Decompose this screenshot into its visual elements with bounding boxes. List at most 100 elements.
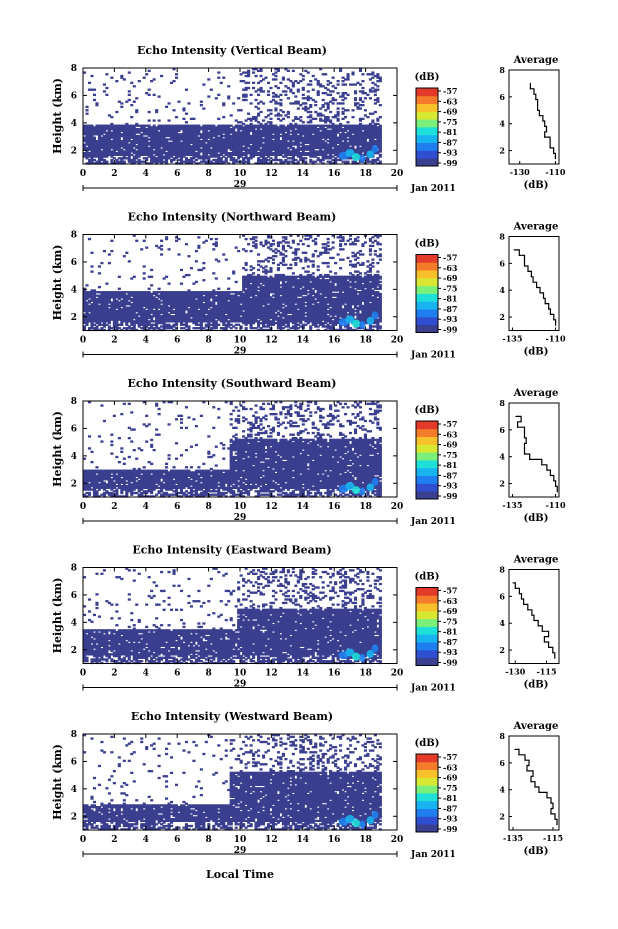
heatmap-cell (184, 141, 189, 145)
heatmap-cell (232, 136, 236, 139)
heatmap-cell (242, 279, 246, 282)
heatmap-cell (184, 129, 189, 133)
heatmap-cell (227, 152, 231, 155)
heatmap-cell (120, 133, 124, 136)
heatmap-cell (264, 301, 268, 304)
heatmap-cell (110, 316, 114, 320)
heatmap-cell (281, 239, 285, 242)
heatmap-cell (219, 124, 223, 127)
heatmap-cell (269, 301, 273, 304)
heatmap-cell (187, 160, 191, 163)
heatmap-cell (135, 315, 139, 318)
heatmap-cell (351, 145, 355, 148)
heatmap-cell (197, 320, 201, 323)
heatmap-cell (155, 304, 159, 308)
heatmap-cell (368, 140, 372, 143)
heatmap-cell (222, 160, 226, 163)
heatmap-cell (135, 303, 139, 306)
heatmap-cell (224, 316, 228, 320)
heatmap-cell (276, 249, 280, 253)
heatmap-cell (376, 133, 380, 136)
heatmap-cell (157, 320, 161, 323)
heatmap-cell (276, 280, 280, 284)
heatmap-cell (266, 121, 271, 124)
heatmap-cell (222, 102, 226, 105)
heatmap-cell (115, 325, 119, 328)
heatmap-cell (152, 143, 156, 146)
heatmap-cell (97, 157, 102, 160)
heatmap-cell (257, 133, 261, 136)
heatmap-cell (179, 143, 184, 146)
heatmap-cell (366, 143, 370, 146)
heatmap-cell (90, 270, 94, 273)
heatmap-cell (209, 237, 213, 241)
heatmap-cell (261, 155, 266, 158)
heatmap-cell (112, 145, 116, 148)
heatmap-cell (296, 124, 300, 127)
heatmap-cell (125, 128, 129, 131)
heatmap-cell (182, 275, 186, 278)
heatmap-cell (174, 131, 179, 134)
heatmap-cell (257, 325, 261, 328)
heatmap-cell (92, 323, 97, 326)
heatmap-cell (237, 124, 241, 127)
heatmap-cell (102, 309, 106, 313)
heatmap-cell (289, 146, 293, 150)
heatmap-cell (179, 313, 184, 316)
heatmap-cell (286, 152, 290, 155)
heatmap-cell (92, 88, 97, 91)
heatmap-cell (321, 114, 325, 117)
heatmap-cell (155, 316, 159, 320)
heatmap-cell (224, 140, 228, 143)
heatmap-cell (217, 309, 221, 313)
heatmap-cell (271, 141, 276, 145)
heatmap-cell (182, 145, 186, 148)
heatmap-cell (112, 321, 116, 325)
heatmap-cell (222, 138, 226, 141)
heatmap-cell (316, 128, 320, 131)
heatmap-cell (95, 150, 99, 153)
heatmap-cell (326, 157, 330, 160)
heatmap-cell (167, 141, 171, 145)
heatmap-cell (326, 80, 330, 83)
heatmap-cell (132, 327, 136, 330)
heatmap-cell (192, 140, 196, 143)
heatmap-cell (363, 128, 367, 131)
heatmap-cell (100, 157, 104, 160)
heatmap-cell (259, 306, 263, 309)
heatmap-cell (120, 129, 124, 133)
heatmap-cell (247, 81, 251, 85)
heatmap-cell (150, 323, 154, 326)
chart-panel-2: Echo Intensity (Northward Beam)0 2 4 6 8 10 12… (51, 211, 566, 361)
heatmap-cell (214, 321, 218, 325)
heatmap-cell (242, 303, 246, 306)
heatmap-cell (197, 309, 201, 313)
heatmap-cell (97, 158, 102, 162)
heatmap-cell (353, 90, 358, 93)
heatmap-cell (174, 296, 179, 299)
heatmap-cell (177, 128, 181, 131)
heatmap-cell (274, 279, 278, 282)
heatmap-cell (261, 311, 266, 314)
heatmap-cell (137, 148, 141, 151)
heatmap-cell (102, 145, 106, 148)
heatmap-cell (209, 126, 213, 129)
heatmap-cell (252, 297, 256, 301)
heatmap-cell (252, 146, 256, 150)
heatmap-cell (214, 244, 218, 248)
heatmap-cell (249, 150, 253, 153)
colorbar-tick-label: -75 (443, 117, 457, 127)
heatmap-cell (336, 150, 340, 153)
heatmap-cell (339, 69, 343, 73)
heatmap-cell (135, 309, 139, 313)
heatmap-cell (207, 124, 211, 127)
heatmap-cell (257, 268, 261, 272)
heatmap-cell (177, 126, 181, 129)
heatmap-cell (87, 316, 92, 320)
heatmap-cell (234, 291, 238, 294)
heatmap-cell (137, 145, 141, 148)
heatmap-cell (117, 129, 121, 133)
heatmap-cell (324, 129, 328, 133)
heatmap-cell (232, 309, 236, 313)
heatmap-cell (179, 320, 184, 323)
